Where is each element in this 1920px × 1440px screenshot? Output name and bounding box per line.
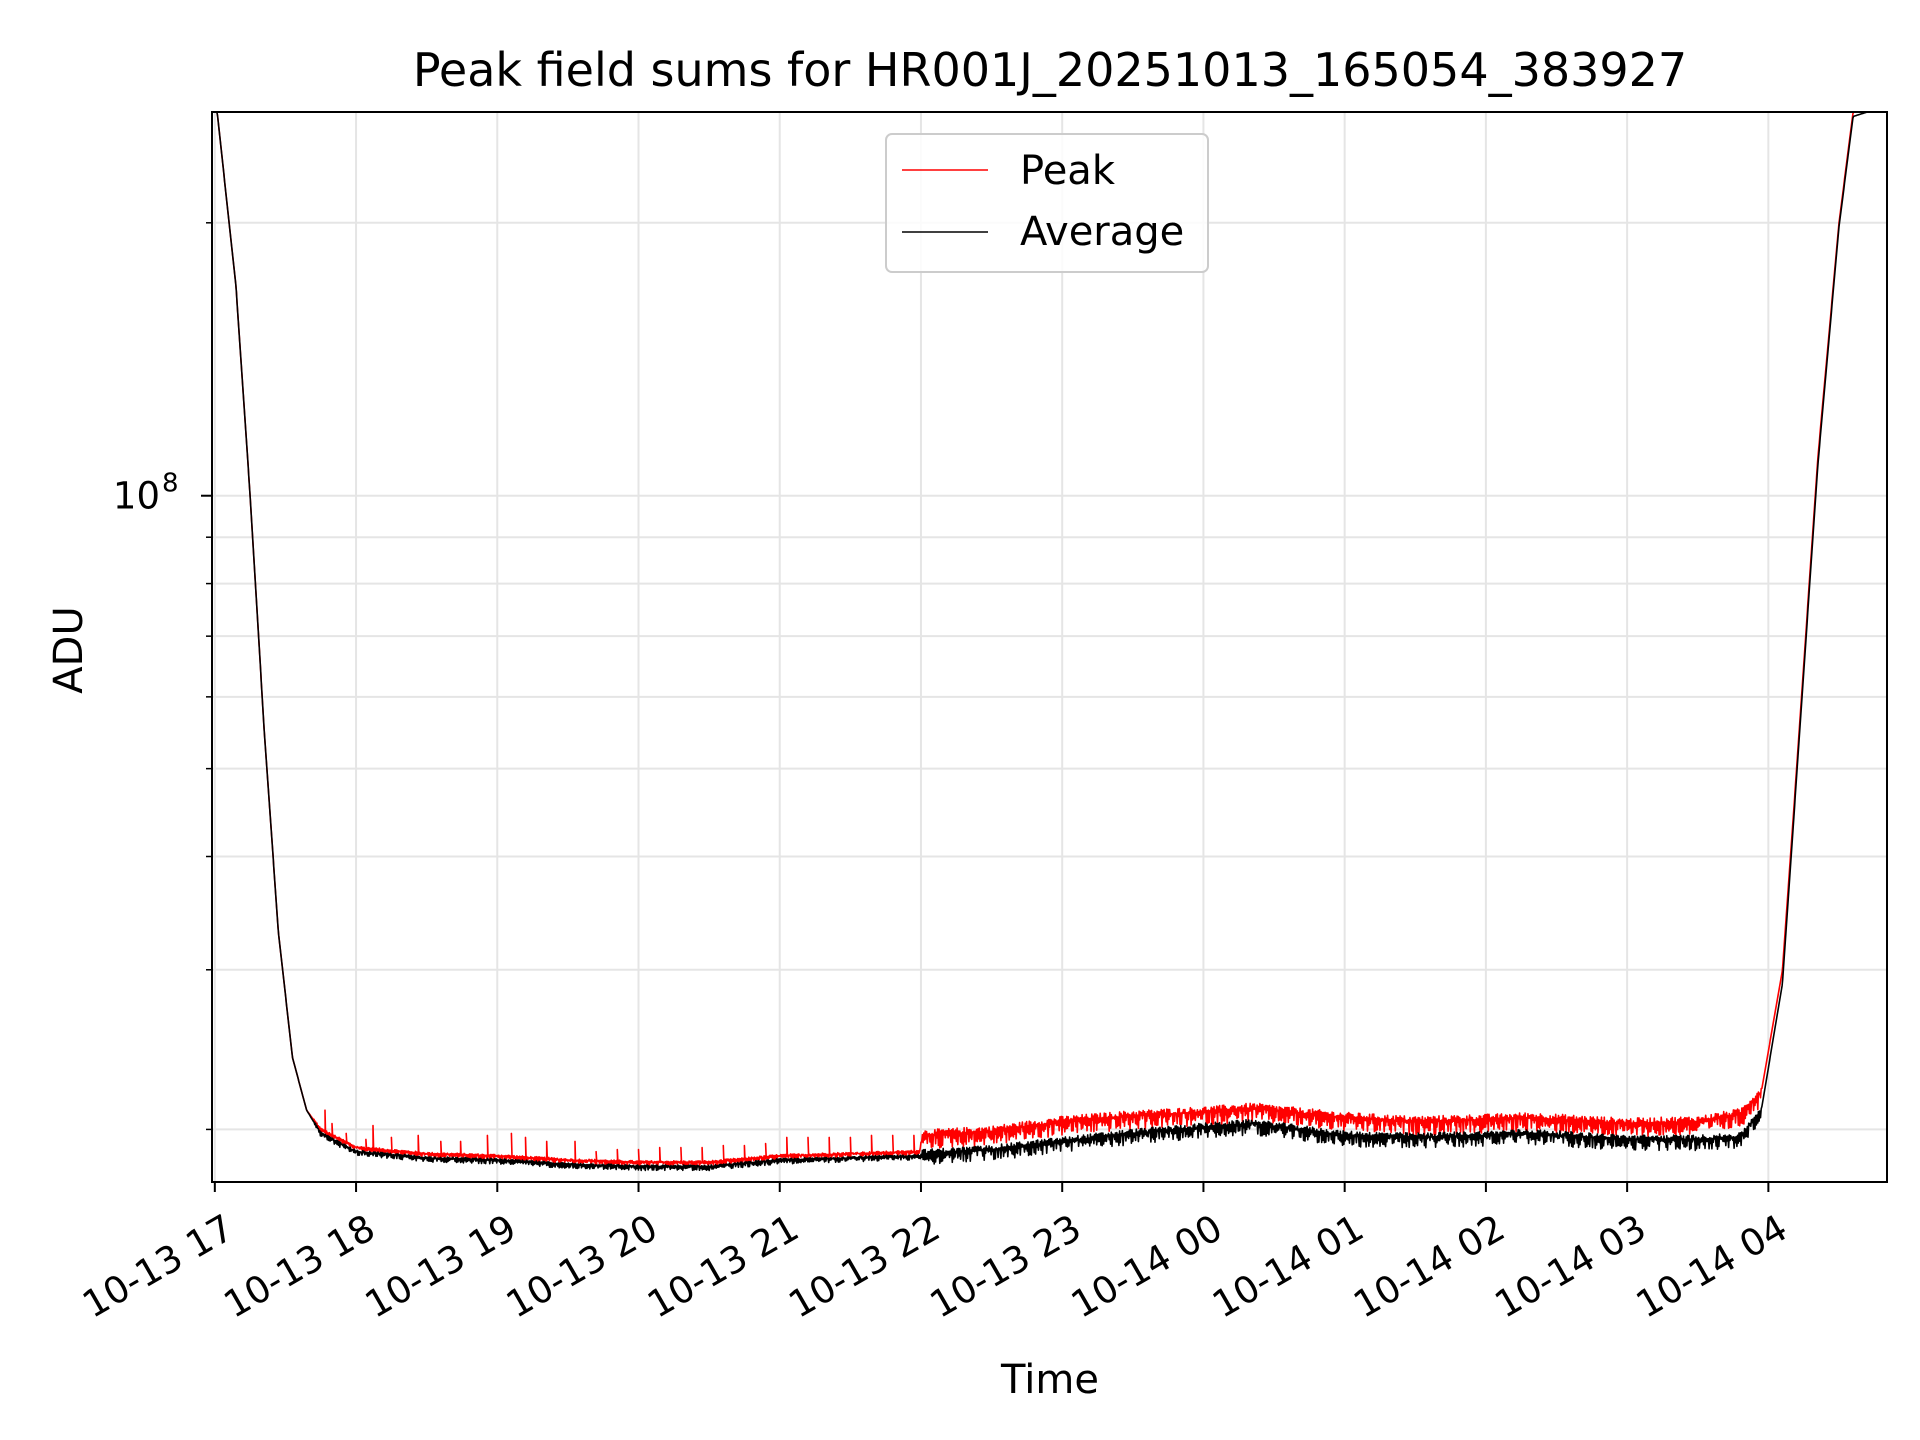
y-tick-label-exponent: 8 xyxy=(162,469,179,499)
y-tick-label: 10 xyxy=(113,475,160,518)
grid xyxy=(212,112,1887,1182)
plot-frame xyxy=(211,111,1888,1183)
legend: Peak Average xyxy=(885,133,1209,273)
x-axis-label: Time xyxy=(1000,1357,1099,1403)
average-series-line xyxy=(214,112,1882,1172)
chart-title: Peak field sums for HR001J_20251013_1650… xyxy=(413,43,1687,97)
y-axis-label: ADU xyxy=(46,606,92,693)
legend-average-label: Average xyxy=(1020,209,1184,255)
series-layer xyxy=(214,112,1882,1172)
legend-peak-label: Peak xyxy=(1020,148,1116,194)
legend-box xyxy=(885,133,1209,273)
